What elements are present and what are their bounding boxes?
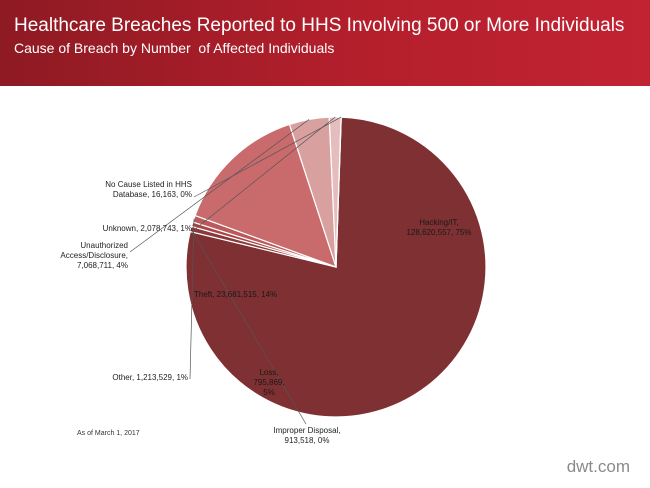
slice-label-line: Unknown, 2,078,743, 1% <box>102 224 192 233</box>
leader-line-unauthorized-access-disclosure <box>129 119 310 253</box>
slice-label-line: 5% <box>263 388 275 397</box>
chart-subtitle: Cause of Breach by Number of Affected In… <box>14 40 335 56</box>
label-other: Other, 1,213,529, 1% <box>84 373 188 383</box>
slice-label-line: Hacking/IT, <box>419 218 459 227</box>
label-unauthorized: Unauthorized Access/Disclosure, 7,068,711,… <box>40 241 128 271</box>
slice-label-line: 913,518, 0% <box>284 436 330 445</box>
slice-label-line: 128,620,557, 75% <box>406 228 472 237</box>
slice-label-line: Access/Disclosure, <box>60 251 128 260</box>
label-no-cause: No Cause Listed in HHS Database, 16,163, … <box>84 180 192 200</box>
slice-label-line: Unauthorized <box>80 241 128 250</box>
slice-label-line: 7,068,711, 4% <box>76 261 128 270</box>
label-hacking-it: Hacking/IT, 128,620,557, 75% <box>395 218 483 238</box>
footer-url: dwt.com <box>566 457 630 476</box>
slice-label-line: Improper Disposal, <box>273 426 341 435</box>
label-loss: Loss, 795,869, 5% <box>248 368 290 398</box>
label-theft: Theft, 23,681,515, 14% <box>194 290 314 300</box>
as-of-note: As of March 1, 2017 <box>77 430 140 437</box>
slice-label-line: 795,869, <box>253 378 285 387</box>
slice-label-line: No Cause Listed in HHS <box>105 180 192 189</box>
header-banner: Healthcare Breaches Reported to HHS Invo… <box>0 0 650 86</box>
label-improper-disposal: Improper Disposal, 913,518, 0% <box>262 426 352 446</box>
leader-line-no-cause-listed-in-hhs-database <box>193 116 342 198</box>
chart-title: Healthcare Breaches Reported to HHS Invo… <box>14 15 625 36</box>
leader-line-unknown <box>193 116 336 231</box>
leader-line-other <box>189 218 195 380</box>
slice-label-line: Theft, 23,681,515, 14% <box>194 290 278 299</box>
label-unknown: Unknown, 2,078,743, 1% <box>82 224 192 234</box>
leader-line-improper-disposal <box>190 228 307 425</box>
slice-label-line: Loss, <box>259 368 279 377</box>
slice-label-line: Other, 1,213,529, 1% <box>112 373 188 382</box>
slice-label-line: Database, 16,163, 0% <box>112 190 192 199</box>
